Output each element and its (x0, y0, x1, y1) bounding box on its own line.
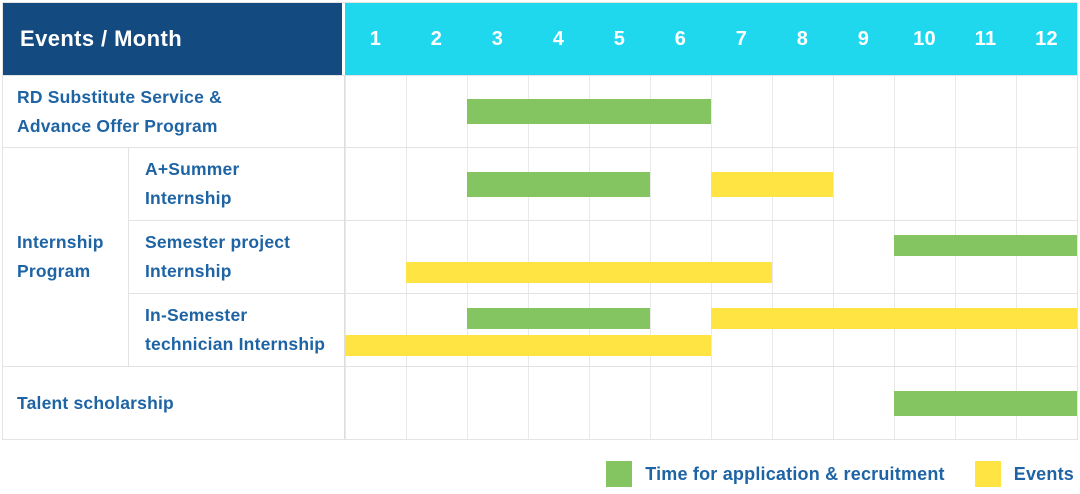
application-bar (467, 308, 650, 329)
month-label: 8 (796, 27, 809, 50)
schedule-table: Events / Month 1 2 3 4 5 6 7 8 9 10 11 12 RD Substi… (2, 2, 1078, 440)
event-bar (345, 335, 711, 356)
month-label: 5 (613, 27, 626, 50)
month-header-row: 1 2 3 4 5 6 7 8 9 10 11 12 (345, 3, 1077, 75)
group-label-internship-program: Internship Program (3, 147, 128, 366)
month-label: 1 (369, 27, 382, 50)
event-bar (711, 308, 1077, 329)
row-label-in-semester-technician-internship: In-Semester technician Internship (128, 293, 344, 366)
application-bar (894, 235, 1077, 256)
row-label-talent-scholarship: Talent scholarship (3, 366, 344, 439)
month-label: 6 (674, 27, 687, 50)
legend: Time for application & recruitment Event… (2, 461, 1078, 487)
event-bar (711, 171, 833, 197)
event-swatch (974, 461, 1001, 487)
header-divider (342, 3, 345, 75)
event-bar (406, 262, 772, 283)
chart-row (344, 147, 1077, 220)
month-label: 2 (430, 27, 443, 50)
month-label: 12 (1035, 27, 1058, 50)
table-header: Events / Month 1 2 3 4 5 6 7 8 9 10 11 12 (3, 3, 1077, 75)
application-swatch (606, 461, 633, 487)
month-label: 10 (913, 27, 936, 50)
month-label: 4 (552, 27, 565, 50)
legend-label-events: Events (1013, 463, 1074, 484)
table-body: RD Substitute Service & Advance Offer Pr… (3, 75, 1077, 439)
events-month-header: Events / Month (3, 3, 342, 75)
legend-item-events: Events (974, 461, 1074, 487)
row-label-rd-substitute-service: RD Substitute Service & Advance Offer Pr… (3, 75, 344, 147)
legend-item-application: Time for application & recruitment (606, 461, 945, 487)
chart-row (344, 220, 1077, 293)
month-label: 7 (735, 27, 748, 50)
chart-row (344, 75, 1077, 147)
month-label: 9 (857, 27, 870, 50)
row-label-semester-project-internship: Semester project Internship (128, 220, 344, 293)
chart-row (344, 366, 1077, 439)
legend-label-application: Time for application & recruitment (645, 463, 945, 484)
chart-row (344, 293, 1077, 366)
month-label: 3 (491, 27, 504, 50)
month-label: 11 (974, 27, 997, 50)
row-label-a-plus-summer-internship: A+Summer Internship (128, 147, 344, 220)
application-bar (467, 99, 711, 124)
application-bar (467, 171, 650, 197)
application-bar (894, 390, 1077, 416)
